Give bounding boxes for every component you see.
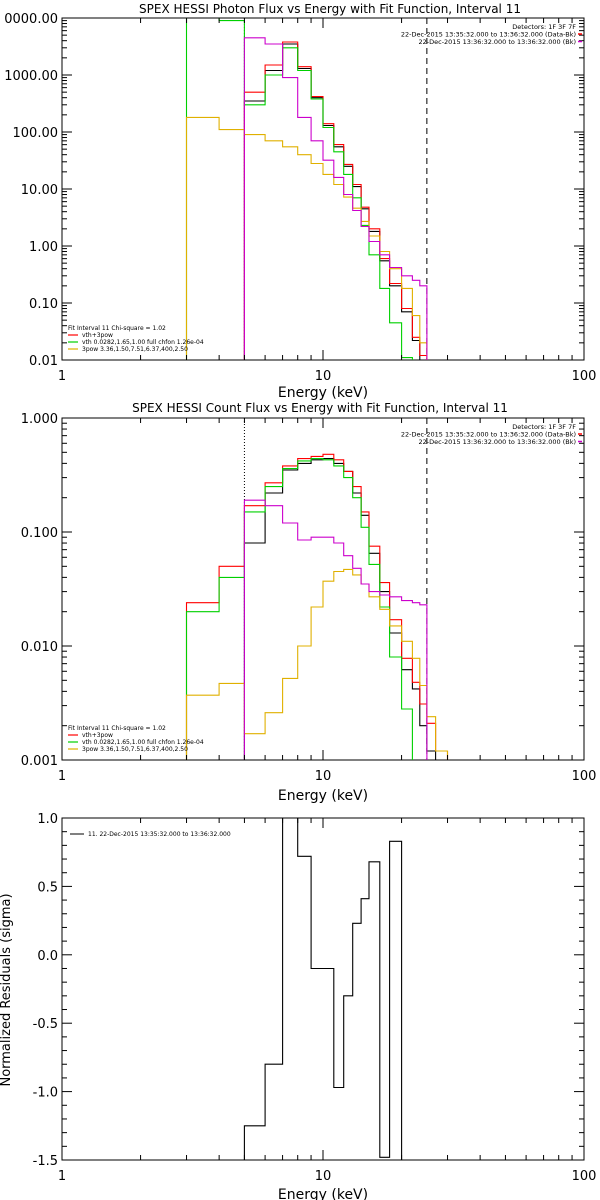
photon-flux-panel: SPEX HESSI Photon Flux vs Energy with Fi… xyxy=(4,2,596,401)
y-tick-label: 0.100 xyxy=(21,526,58,541)
x-tick-label: 10 xyxy=(315,1169,332,1184)
legend-bottom-left-text: vth 0.0282,1.65,1.00 full chfon 1.26e-04 xyxy=(82,739,204,746)
panel-2-axis-ticks: 1 10 100 0.001 0.010 0.100 1.000 xyxy=(21,412,597,784)
panel-3-plot-frame xyxy=(61,817,585,1161)
panel-3-series xyxy=(243,818,403,1160)
x-tick-label: 100 xyxy=(572,1169,597,1184)
x-tick-label: 100 xyxy=(572,369,597,384)
x-tick-label: 10 xyxy=(315,369,332,384)
x-tick-label: 100 xyxy=(572,769,597,784)
x-tick-label: 1 xyxy=(58,369,66,384)
y-tick-label: 1000.00 xyxy=(4,69,58,84)
series-vth xyxy=(185,18,413,360)
x-tick-label: 10 xyxy=(315,769,332,784)
y-tick-label: 0.010 xyxy=(21,640,58,655)
panel-3-y-axis-label: Normalized Residuals (sigma) xyxy=(0,893,14,1086)
x-tick-label: 1 xyxy=(58,1169,66,1184)
legend-bottom-left-text: 3pow 3.36,1.50,7.51,6.37,400,2.50 xyxy=(82,746,188,753)
y-tick-label: -0.5 xyxy=(33,1017,58,1032)
x-tick-label: 1 xyxy=(58,769,66,784)
legend-top-right-text: 22-Dec-2015 13:36:32.000 to 13:36:32.000… xyxy=(419,38,577,46)
panel-1-x-axis-label: Energy (keV) xyxy=(278,385,368,401)
series-11-22-dec-2015-13-35-32-000-to-13-36-32-000 xyxy=(243,818,403,1160)
legend-text: 11. 22-Dec-2015 13:35:32.000 to 13:36:32… xyxy=(88,831,231,838)
y-tick-label: 1.000 xyxy=(21,412,58,427)
y-tick-label: 0.01 xyxy=(29,354,58,369)
y-tick-label: 0.5 xyxy=(37,880,58,895)
legend-bottom-left-text: vth+3pow xyxy=(82,332,113,339)
panel-2-title: SPEX HESSI Count Flux vs Energy with Fit… xyxy=(132,401,508,415)
y-tick-label: 0.0 xyxy=(37,949,58,964)
legend-top-right-text: Detectors: 1F 3F 7F xyxy=(512,23,576,31)
series-bk xyxy=(243,37,428,360)
legend-top-right-text: Detectors: 1F 3F 7F xyxy=(512,423,576,431)
panel-1-title: SPEX HESSI Photon Flux vs Energy with Fi… xyxy=(139,2,521,16)
series-data-bk xyxy=(243,43,421,360)
series-bk xyxy=(243,499,428,760)
y-tick-label: 10.00 xyxy=(21,183,58,198)
legend-bottom-left-text: vth 0.0282,1.65,1.00 full chfon 1.26e-04 xyxy=(82,339,204,346)
y-tick-label: 0.10 xyxy=(29,297,58,312)
panel-2-series xyxy=(185,418,449,760)
legend-bottom-left-text: Fit Interval 11 Chi-square = 1.02 xyxy=(68,725,166,732)
legend-bottom-left-text: 3pow 3.36,1.50,7.51,6.37,400,2.50 xyxy=(82,346,188,353)
series-vth-3pow xyxy=(185,453,449,760)
panel-1-series xyxy=(185,18,428,360)
panel-2-x-axis-label: Energy (keV) xyxy=(278,788,368,804)
y-tick-label: 1.0 xyxy=(37,812,58,827)
panel-3-x-axis-label: Energy (keV) xyxy=(278,1187,368,1200)
panel-3-axis-ticks: 1 10 100 -1.5 -1.0 -0.5 0.0 0.5 1.0 xyxy=(33,812,597,1184)
panel-3-legend: 11. 22-Dec-2015 13:35:32.000 to 13:36:32… xyxy=(70,831,231,838)
y-tick-label: -1.5 xyxy=(33,1154,58,1169)
panel-1-axis-ticks: 1 10 100 0.01 0.10 1.00 10.00 100.00 1000.00 0000… xyxy=(4,12,596,384)
series-vth-3pow xyxy=(243,41,428,360)
y-tick-label: 0000.00 xyxy=(4,12,58,27)
y-tick-label: 1.00 xyxy=(29,240,58,255)
series-3pow xyxy=(185,568,449,760)
legend-top-right-text: 22-Dec-2015 13:35:32.000 to 13:36:32.000… xyxy=(401,31,576,39)
y-tick-label: 100.00 xyxy=(13,126,59,141)
legend-top-right-text: 22-Dec-2015 13:36:32.000 to 13:36:32.000… xyxy=(419,438,577,446)
residuals-panel: 1 10 100 -1.5 -1.0 -0.5 0.0 0.5 1.0 Energy (keV)… xyxy=(0,812,596,1200)
count-flux-panel: SPEX HESSI Count Flux vs Energy with Fit… xyxy=(21,401,597,804)
panel-1-legend-bottom-left: Fit Interval 11 Chi-square = 1.02vth+3po… xyxy=(68,325,204,353)
legend-bottom-left-text: Fit Interval 11 Chi-square = 1.02 xyxy=(68,325,166,332)
legend-bottom-left-text: vth+3pow xyxy=(82,732,113,739)
y-tick-label: 0.001 xyxy=(21,754,58,769)
series-data-bk xyxy=(243,458,449,760)
panel-2-legend-bottom-left: Fit Interval 11 Chi-square = 1.02vth+3po… xyxy=(68,725,204,753)
y-tick-label: -1.0 xyxy=(33,1086,58,1101)
panel-1-plot-frame xyxy=(61,17,585,361)
series-vth xyxy=(185,458,413,760)
legend-top-right-text: 22-Dec-2015 13:35:32.000 to 13:36:32.000… xyxy=(401,431,576,439)
